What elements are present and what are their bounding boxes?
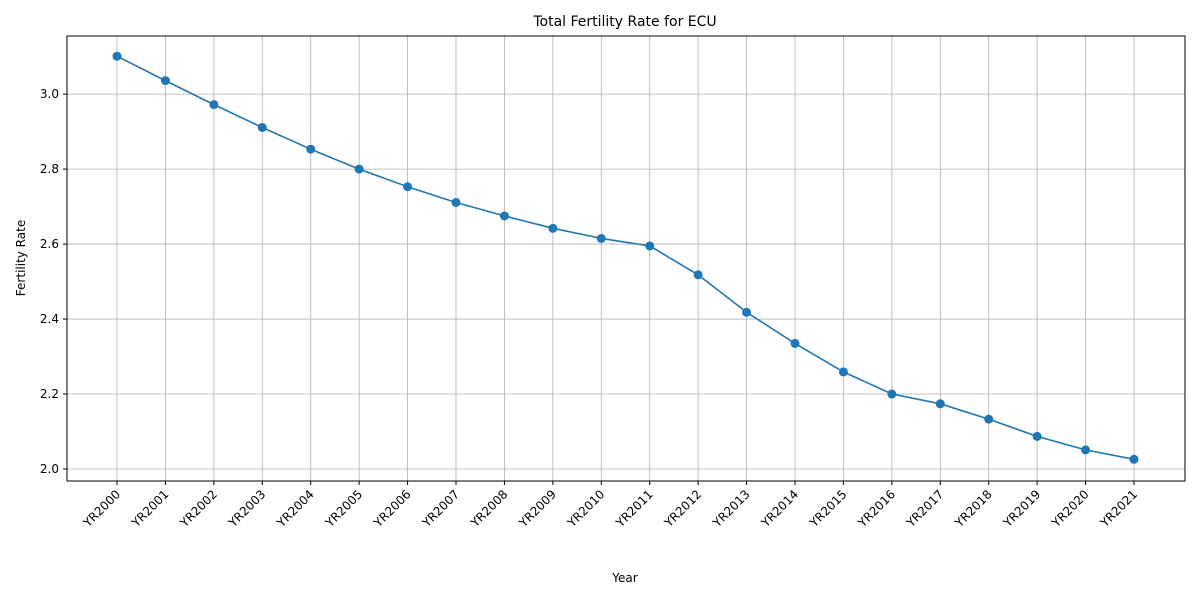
data-point — [887, 389, 897, 399]
y-tick-label: 2.0 — [40, 462, 59, 476]
y-tick-label: 3.0 — [40, 87, 59, 101]
series-line — [116, 55, 1135, 461]
data-point — [1129, 454, 1139, 464]
data-point — [645, 241, 655, 251]
y-tick-label: 2.6 — [40, 237, 59, 251]
data-point — [403, 182, 413, 192]
y-axis-ticks: 2.0 2.2 2.4 2.6 2.8 3.0 — [40, 87, 67, 476]
y-tick-label: 2.2 — [40, 387, 59, 401]
data-point — [209, 100, 219, 110]
data-point — [984, 414, 994, 424]
data-point — [112, 51, 122, 61]
data-point — [1081, 445, 1091, 455]
series-layer — [112, 51, 1139, 464]
data-point — [548, 223, 558, 233]
data-point — [693, 270, 703, 280]
data-point — [306, 144, 316, 154]
y-tick-label: 2.8 — [40, 162, 59, 176]
data-point — [257, 122, 267, 132]
grid-lines — [67, 36, 1185, 481]
data-point — [499, 211, 509, 221]
data-point — [451, 197, 461, 207]
data-point — [790, 338, 800, 348]
data-point — [160, 76, 170, 86]
x-axis-label: Year — [611, 571, 637, 585]
data-point — [596, 233, 606, 243]
data-point — [838, 367, 848, 377]
data-point — [935, 399, 945, 409]
chart-title: Total Fertility Rate for ECU — [532, 14, 716, 30]
y-axis-label: Fertility Rate — [14, 220, 28, 296]
data-point — [354, 164, 364, 174]
plot-area-frame — [66, 35, 1186, 482]
data-point — [1032, 431, 1042, 441]
y-tick-label: 2.4 — [40, 312, 59, 326]
data-point — [742, 307, 752, 317]
